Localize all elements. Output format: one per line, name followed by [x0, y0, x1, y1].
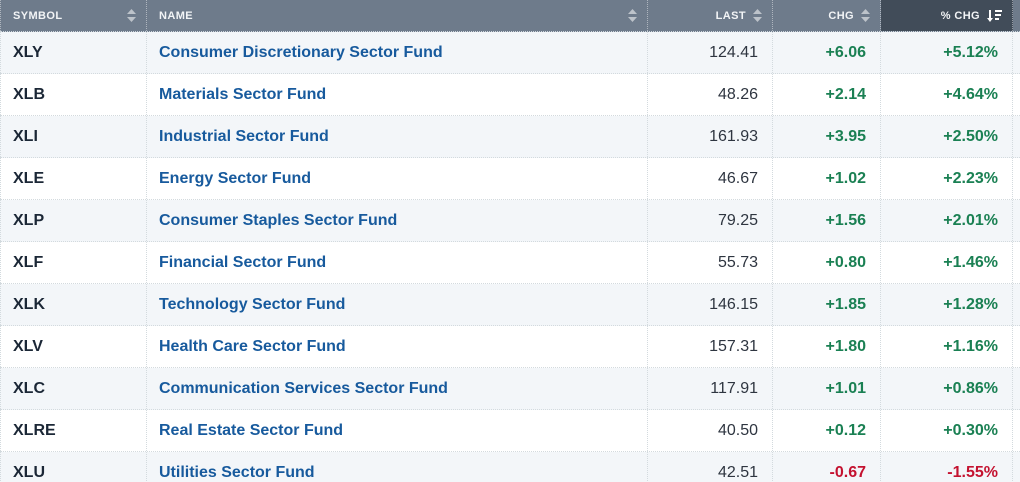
table-row: XLP Consumer Staples Sector Fund 79.25 +1.5…	[0, 200, 1020, 242]
chg-cell: +1.85	[773, 284, 881, 325]
pct-chg-cell: +2.50%	[881, 116, 1013, 157]
name-link[interactable]: Energy Sector Fund	[147, 158, 648, 199]
column-header-chg[interactable]: % CHG	[881, 0, 1013, 31]
symbol-link[interactable]: XLF	[0, 242, 147, 283]
column-header-label: SYMBOL	[13, 9, 63, 22]
table-body: XLY Consumer Discretionary Sector Fund 124…	[0, 32, 1020, 482]
pct-chg-cell: -1.55%	[881, 452, 1013, 482]
column-header-name[interactable]: NAME	[147, 0, 648, 31]
name-link[interactable]: Consumer Staples Sector Fund	[147, 200, 648, 241]
last-cell: 117.91	[648, 368, 773, 409]
last-cell: 161.93	[648, 116, 773, 157]
name-link[interactable]: Financial Sector Fund	[147, 242, 648, 283]
table-header-row: SYMBOL NAME LAST CHG % CHG	[0, 0, 1020, 32]
symbol-link[interactable]: XLP	[0, 200, 147, 241]
symbol-link[interactable]: XLV	[0, 326, 147, 367]
column-header-label: % CHG	[940, 9, 980, 22]
column-header-chg[interactable]: CHG	[773, 0, 881, 31]
chg-cell: +3.95	[773, 116, 881, 157]
last-cell: 157.31	[648, 326, 773, 367]
pct-chg-cell: +1.46%	[881, 242, 1013, 283]
name-link[interactable]: Utilities Sector Fund	[147, 452, 648, 482]
symbol-link[interactable]: XLE	[0, 158, 147, 199]
last-cell: 46.67	[648, 158, 773, 199]
pct-chg-cell: +2.01%	[881, 200, 1013, 241]
name-link[interactable]: Materials Sector Fund	[147, 74, 648, 115]
symbol-link[interactable]: XLB	[0, 74, 147, 115]
pct-chg-cell: +4.64%	[881, 74, 1013, 115]
last-cell: 48.26	[648, 74, 773, 115]
column-header-last[interactable]: LAST	[648, 0, 773, 31]
symbol-link[interactable]: XLU	[0, 452, 147, 482]
chg-cell: +6.06	[773, 32, 881, 73]
name-link[interactable]: Communication Services Sector Fund	[147, 368, 648, 409]
column-header-label: CHG	[828, 9, 854, 22]
table-row: XLB Materials Sector Fund 48.26 +2.14 +4.64%	[0, 74, 1020, 116]
chg-cell: +0.12	[773, 410, 881, 451]
next-column-edge	[1013, 0, 1020, 31]
pct-chg-cell: +1.16%	[881, 326, 1013, 367]
sort-both-icon[interactable]	[628, 9, 637, 22]
sort-both-icon[interactable]	[753, 9, 762, 22]
table-row: XLV Health Care Sector Fund 157.31 +1.80 +1.…	[0, 326, 1020, 368]
name-link[interactable]: Real Estate Sector Fund	[147, 410, 648, 451]
chg-cell: +1.80	[773, 326, 881, 367]
last-cell: 42.51	[648, 452, 773, 482]
chg-cell: +0.80	[773, 242, 881, 283]
column-header-label: NAME	[159, 9, 193, 22]
last-cell: 40.50	[648, 410, 773, 451]
table-row: XLK Technology Sector Fund 146.15 +1.85 +1.2…	[0, 284, 1020, 326]
pct-chg-cell: +5.12%	[881, 32, 1013, 73]
symbol-link[interactable]: XLK	[0, 284, 147, 325]
sort-both-icon[interactable]	[861, 9, 870, 22]
chg-cell: +1.01	[773, 368, 881, 409]
sort-both-icon[interactable]	[127, 9, 136, 22]
pct-chg-cell: +0.86%	[881, 368, 1013, 409]
name-link[interactable]: Technology Sector Fund	[147, 284, 648, 325]
table-row: XLI Industrial Sector Fund 161.93 +3.95 +2.5…	[0, 116, 1020, 158]
last-cell: 146.15	[648, 284, 773, 325]
table-row: XLF Financial Sector Fund 55.73 +0.80 +1.46%	[0, 242, 1020, 284]
pct-chg-cell: +1.28%	[881, 284, 1013, 325]
sort-descending-icon[interactable]	[987, 9, 1002, 22]
symbol-link[interactable]: XLRE	[0, 410, 147, 451]
symbol-link[interactable]: XLC	[0, 368, 147, 409]
chg-cell: +2.14	[773, 74, 881, 115]
table-row: XLU Utilities Sector Fund 42.51 -0.67 -1.55%	[0, 452, 1020, 482]
last-cell: 124.41	[648, 32, 773, 73]
pct-chg-cell: +0.30%	[881, 410, 1013, 451]
last-cell: 55.73	[648, 242, 773, 283]
column-header-symbol[interactable]: SYMBOL	[0, 0, 147, 31]
chg-cell: +1.02	[773, 158, 881, 199]
column-header-label: LAST	[715, 9, 746, 22]
name-link[interactable]: Consumer Discretionary Sector Fund	[147, 32, 648, 73]
table-row: XLC Communication Services Sector Fund 117…	[0, 368, 1020, 410]
table-row: XLE Energy Sector Fund 46.67 +1.02 +2.23%	[0, 158, 1020, 200]
symbol-link[interactable]: XLY	[0, 32, 147, 73]
table-row: XLRE Real Estate Sector Fund 40.50 +0.12 +0.…	[0, 410, 1020, 452]
chg-cell: -0.67	[773, 452, 881, 482]
name-link[interactable]: Industrial Sector Fund	[147, 116, 648, 157]
pct-chg-cell: +2.23%	[881, 158, 1013, 199]
symbol-link[interactable]: XLI	[0, 116, 147, 157]
chg-cell: +1.56	[773, 200, 881, 241]
last-cell: 79.25	[648, 200, 773, 241]
table-row: XLY Consumer Discretionary Sector Fund 124…	[0, 32, 1020, 74]
name-link[interactable]: Health Care Sector Fund	[147, 326, 648, 367]
